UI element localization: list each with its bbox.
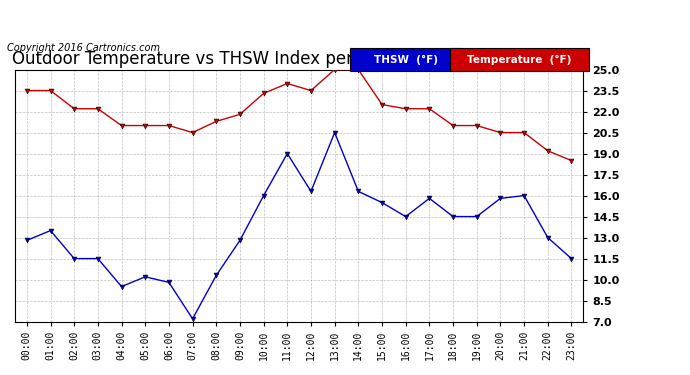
Title: Outdoor Temperature vs THSW Index per Hour (24 Hours)  20161209: Outdoor Temperature vs THSW Index per Ho…: [12, 50, 586, 68]
Text: THSW  (°F): THSW (°F): [374, 54, 437, 64]
FancyBboxPatch shape: [450, 48, 589, 71]
Text: Copyright 2016 Cartronics.com: Copyright 2016 Cartronics.com: [7, 43, 160, 53]
Text: Temperature  (°F): Temperature (°F): [467, 54, 571, 64]
FancyBboxPatch shape: [351, 48, 461, 71]
